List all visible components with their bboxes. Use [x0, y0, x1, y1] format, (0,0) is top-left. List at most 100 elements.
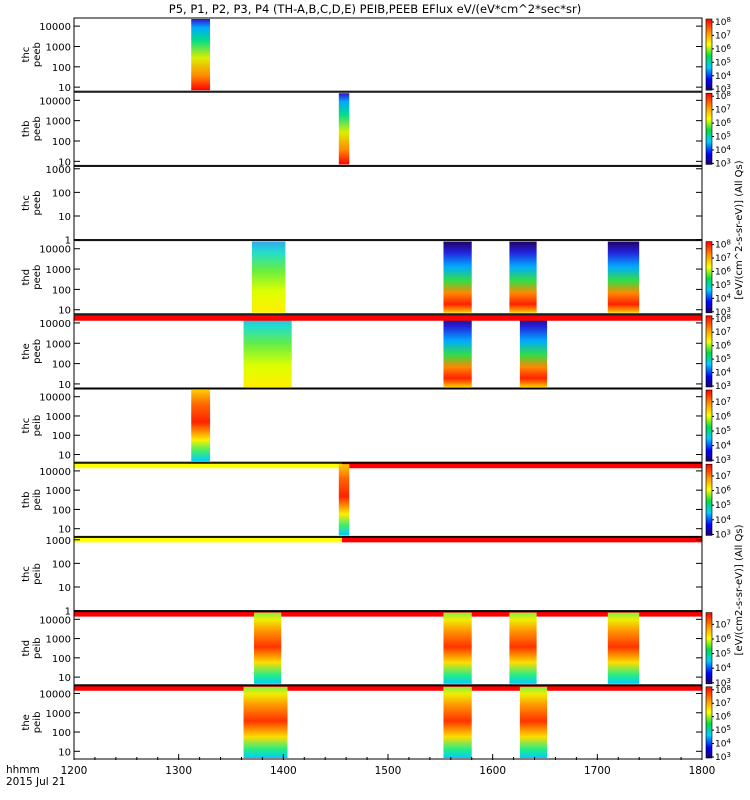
y-tick-label: 100 [52, 431, 71, 442]
spectrogram-block [519, 686, 548, 758]
panel-frame [73, 314, 703, 389]
y-tick-label: 10000 [39, 690, 71, 701]
colorbar-tick-label: 105 [715, 353, 731, 365]
panel-frame [73, 165, 703, 241]
spectrogram-block [338, 464, 350, 536]
panel-frame [73, 240, 703, 315]
panel-frame [73, 611, 703, 686]
colorbar-tick-label: 106 [715, 117, 731, 129]
spectrogram-block [243, 315, 292, 387]
y-tick-label: 100 [52, 360, 71, 371]
x-tick-label: 1200 [61, 765, 88, 777]
x-tick-label: 1800 [689, 765, 716, 777]
colorbar-tick-label: 103 [715, 454, 731, 466]
y-tick-label: 1 [65, 607, 71, 618]
y-tick-label: 10000 [39, 467, 71, 478]
colorbar-tick-label: 107 [715, 104, 731, 116]
panel-label-product: peeb [32, 265, 43, 290]
colorbar-tick-label: 107 [715, 396, 731, 408]
colorbar [705, 315, 713, 388]
panel-label-probe: thb [21, 491, 32, 508]
colorbar [705, 92, 713, 165]
x-axis-label-hhmm: hhmm [6, 764, 40, 776]
panel-label-probe: thd [21, 640, 32, 657]
colorbar [705, 389, 713, 462]
panel-label-probe: thc [21, 566, 32, 582]
y-tick-label: 1000 [46, 265, 71, 276]
y-tick-label: 10 [58, 157, 71, 168]
y-tick-label: 100 [52, 285, 71, 296]
colorbar-tick-label: 105 [715, 279, 731, 291]
colorbar-tick-label: 105 [715, 425, 731, 437]
y-tick-label: 1 [65, 236, 71, 247]
panel-label-product: peib [32, 712, 43, 734]
y-tick-label: 100 [52, 63, 71, 74]
colorbar-tick-label: 106 [715, 43, 731, 55]
colorbar-label-ion: [eV/(cm2-s-sr-eV)] (All Qs) [734, 524, 745, 655]
y-tick-label: 10000 [39, 96, 71, 107]
colorbar-tick-label: 108 [715, 90, 731, 102]
y-tick-label: 10000 [39, 319, 71, 330]
y-tick-label: 100 [52, 137, 71, 148]
colorbar-tick-label: 106 [715, 711, 731, 723]
y-tick-label: 10 [58, 747, 71, 758]
x-tick-label: 1300 [165, 765, 192, 777]
panel-thc-peib-empty: 1 10 100 1000 thc peib [21, 536, 703, 618]
y-tick-label: 10 [58, 380, 71, 391]
y-tick-label: 1000 [46, 117, 71, 128]
y-tick-label: 1000 [46, 536, 71, 547]
colorbar [705, 18, 713, 91]
spectrogram-block [191, 19, 211, 91]
y-tick-label: 100 [52, 505, 71, 516]
x-tick-label: 1400 [270, 765, 297, 777]
panel-label-probe: thc [21, 418, 32, 434]
colorbar-tick-label: 106 [715, 485, 731, 497]
colorbar-tick-label: 103 [715, 528, 731, 540]
spectrogram-block [443, 686, 472, 758]
colorbar-tick-label: 103 [715, 380, 731, 392]
colorbar-tick-label: 104 [715, 70, 731, 82]
colorbar-tick-label: 105 [715, 131, 731, 143]
colorbar-tick-label: 103 [715, 751, 731, 763]
spectrogram-block [443, 612, 472, 684]
spectrogram-block [509, 241, 537, 313]
y-tick-label: 100 [52, 654, 71, 665]
colorbar-tick-label: 105 [715, 499, 731, 511]
colorbar [705, 463, 713, 536]
colorbar-tick-label: 104 [715, 662, 731, 674]
colorbar-tick-label: 107 [715, 470, 731, 482]
colorbar-tick-label: 107 [715, 326, 731, 338]
panel-frame [73, 536, 703, 612]
y-tick-label: 10 [58, 525, 71, 536]
y-tick-label: 100 [52, 728, 71, 739]
colorbar-tick-label: 104 [715, 367, 731, 379]
x-tick-label: 1500 [375, 765, 402, 777]
colorbar-tick-label: 104 [715, 440, 731, 452]
panel-thb-peib: 10 100 1000 10000 thb peib 103 104 105 106 107 [21, 462, 731, 543]
colorbar-tick-label: 105 [715, 724, 731, 736]
x-tick-label: 1600 [479, 765, 506, 777]
panel-thc-peeb-empty: 1 10 100 1000 thc peeb [21, 165, 703, 247]
panel-label-product: peib [32, 637, 43, 659]
colorbar-tick-label: 106 [715, 410, 731, 422]
panel-frame [73, 685, 703, 760]
panel-frame [73, 17, 703, 92]
spectrogram-block [251, 241, 286, 313]
y-tick-label: 1000 [46, 339, 71, 350]
spectrogram-block [191, 390, 211, 462]
y-tick-label: 100 [52, 559, 71, 570]
colorbar-tick-label: 107 [715, 618, 731, 630]
y-tick-label: 1000 [46, 165, 71, 176]
colorbar-tick-label: 107 [715, 697, 731, 709]
panel-label-probe: thd [21, 269, 32, 286]
y-tick-label: 1000 [46, 709, 71, 720]
panel-label-probe: thc [21, 47, 32, 63]
colorbar-tick-label: 105 [715, 56, 731, 68]
spectrogram-block [338, 93, 350, 165]
x-axis: 1200 1300 1400 1500 1600 1700 1800 [61, 754, 716, 777]
